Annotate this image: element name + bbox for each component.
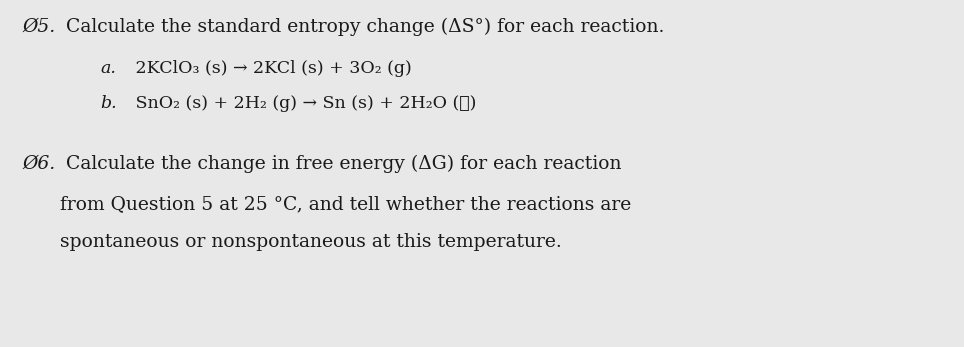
Text: a.: a. bbox=[100, 60, 116, 77]
Text: from Question 5 at 25 °C, and tell whether the reactions are: from Question 5 at 25 °C, and tell wheth… bbox=[60, 195, 631, 213]
Text: 2KClO₃ (s) → 2KCl (s) + 3O₂ (g): 2KClO₃ (s) → 2KCl (s) + 3O₂ (g) bbox=[130, 60, 412, 77]
Text: Calculate the change in free energy (ΔG) for each reaction: Calculate the change in free energy (ΔG)… bbox=[60, 155, 622, 173]
Text: spontaneous or nonspontaneous at this temperature.: spontaneous or nonspontaneous at this te… bbox=[60, 233, 562, 251]
Text: SnO₂ (s) + 2H₂ (g) → Sn (s) + 2H₂O (ℓ): SnO₂ (s) + 2H₂ (g) → Sn (s) + 2H₂O (ℓ) bbox=[130, 95, 476, 112]
Text: Ø6.: Ø6. bbox=[22, 155, 55, 173]
Text: Ø5.: Ø5. bbox=[22, 18, 55, 36]
Text: Calculate the standard entropy change (ΔS°) for each reaction.: Calculate the standard entropy change (Δ… bbox=[60, 18, 664, 36]
Text: b.: b. bbox=[100, 95, 117, 112]
